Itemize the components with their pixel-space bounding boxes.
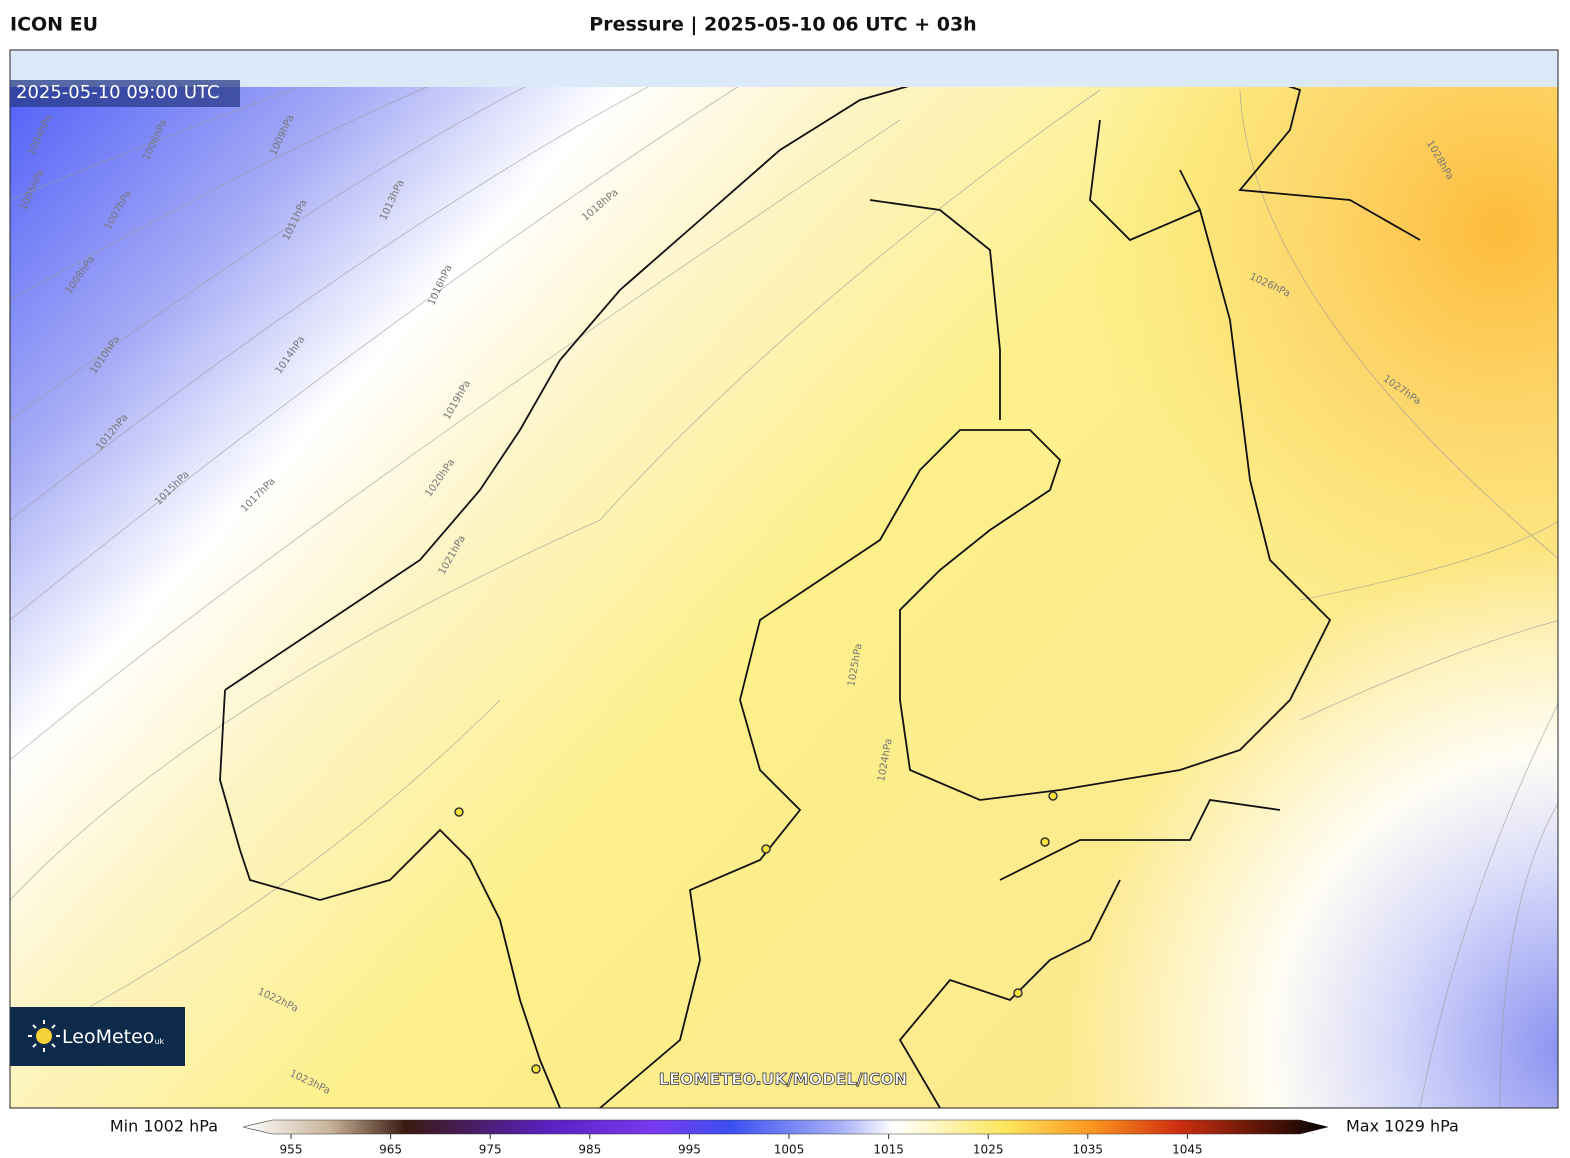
stations <box>454 791 1058 1074</box>
colorbar-tick-label: 1005 <box>774 1143 805 1157</box>
colorbar-tick-label: 1045 <box>1172 1143 1203 1157</box>
logo-text: LeoMeteouk <box>62 1026 164 1048</box>
logo-name: LeoMeteo <box>62 1026 154 1048</box>
timestamp-box <box>10 80 240 107</box>
colorbar: 955 965 975 985 995 1005 1015 1025 1035 1045 <box>242 1119 1329 1157</box>
top-strip <box>10 50 1558 87</box>
colorbar-tick-label: 1015 <box>873 1143 904 1157</box>
map-title: Pressure | 2025-05-10 06 UTC + 03h <box>589 14 976 36</box>
coastlines <box>219 59 1421 1108</box>
colorbar-tick-label: 1035 <box>1073 1143 1104 1157</box>
field-low <box>10 50 1558 1108</box>
colorbar-tick-label: 1025 <box>973 1143 1004 1157</box>
colorbar-max: Max 1029 hPa <box>1346 1117 1459 1136</box>
map-frame <box>9 49 1559 1109</box>
colorbar-tick-label: 975 <box>479 1143 502 1157</box>
colorbar-tick-label: 955 <box>280 1143 303 1157</box>
map: 1004hPa1005hPa1006hPa1007hPa1008hPa1009h… <box>10 50 1558 1108</box>
logo-sun <box>28 1020 60 1052</box>
colorbar-min: Min 1002 hPa <box>110 1117 218 1136</box>
colorbar-tick-label: 985 <box>578 1143 601 1157</box>
watermark: LEOMETEO.UK/MODEL/ICON <box>659 1070 907 1089</box>
model-name: ICON EU <box>10 14 98 36</box>
timestamp: 2025-05-10 09:00 UTC <box>16 82 220 103</box>
logo-suffix: uk <box>154 1037 164 1046</box>
colorbar-tick-label: 995 <box>678 1143 701 1157</box>
colorbar-tick-label: 965 <box>379 1143 402 1157</box>
